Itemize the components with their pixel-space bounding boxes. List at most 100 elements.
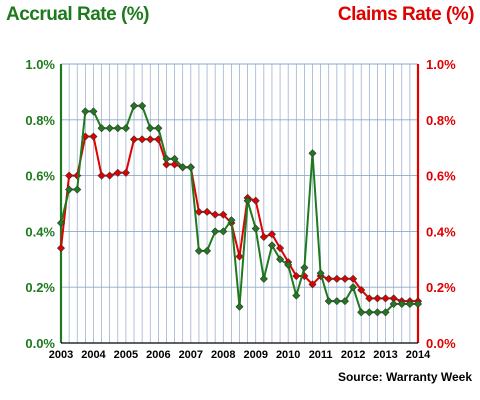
- x-tick-label: 2005: [114, 349, 138, 361]
- accrual-point: [73, 185, 82, 194]
- accrual-point: [203, 246, 212, 255]
- accrual-point: [211, 227, 220, 236]
- accrual-point: [81, 107, 90, 116]
- accrual-point: [146, 124, 155, 133]
- accrual-point: [219, 227, 228, 236]
- claims-point: [138, 135, 147, 144]
- x-tick-label: 2010: [276, 349, 300, 361]
- claims-point: [97, 171, 106, 180]
- right-tick-label: 0.8%: [426, 113, 456, 128]
- x-tick-label: 2011: [309, 349, 333, 361]
- accrual-point: [332, 297, 341, 306]
- right-tick-label: 0.6%: [426, 169, 456, 184]
- claims-point: [373, 294, 382, 303]
- source-note: Source: Warranty Week: [337, 370, 472, 384]
- x-tick-label: 2006: [146, 349, 170, 361]
- left-tick-label: 0.2%: [25, 280, 55, 295]
- accrual-point: [194, 246, 203, 255]
- accrual-point: [154, 124, 163, 133]
- claims-point: [349, 274, 358, 283]
- accrual-point: [235, 302, 244, 311]
- accrual-point: [349, 283, 358, 292]
- claims-point: [381, 294, 390, 303]
- accrual-point: [243, 196, 252, 205]
- claims-point: [259, 232, 268, 242]
- x-tick-label: 2003: [49, 349, 73, 361]
- accrual-point: [178, 163, 187, 172]
- claims-point: [324, 274, 333, 283]
- right-tick-label: 0.0%: [426, 336, 456, 351]
- chart-ticks: 0.0% 0.0% 0.2% 0.2% 0.4% 0.4% 0.6% 0.6% 0.8% 0.8%…: [25, 57, 456, 361]
- accrual-point: [105, 124, 114, 133]
- accrual-point: [292, 291, 301, 300]
- claims-point: [113, 168, 122, 177]
- accrual-point: [308, 149, 317, 158]
- accrual-point: [276, 255, 285, 264]
- claims-point: [357, 285, 366, 295]
- claims-point: [65, 171, 74, 180]
- x-tick-label: 2013: [373, 349, 397, 361]
- claims-point: [211, 210, 220, 219]
- accrual-point: [56, 219, 66, 228]
- accrual-point: [227, 216, 236, 225]
- claims-point: [129, 135, 139, 144]
- claims-point: [162, 160, 171, 169]
- accrual-point: [65, 185, 74, 194]
- claims-point: [308, 280, 317, 289]
- accrual-point: [162, 154, 171, 163]
- chart-grid: [60, 63, 419, 344]
- accrual-point: [300, 263, 309, 272]
- accrual-point: [170, 154, 179, 163]
- accrual-point: [259, 274, 268, 283]
- left-tick-label: 1.0%: [25, 57, 55, 72]
- x-tick-label: 2004: [81, 349, 106, 361]
- accrual-point: [138, 101, 147, 110]
- claims-point: [251, 196, 260, 205]
- accrual-point: [97, 124, 106, 133]
- claims-point: [146, 135, 155, 144]
- right-axis-title: Claims Rate (%): [337, 4, 475, 25]
- accrual-point: [365, 308, 374, 317]
- accrual-point: [251, 224, 260, 233]
- right-tick-label: 1.0%: [426, 57, 456, 72]
- accrual-point: [267, 241, 276, 250]
- claims-point: [219, 210, 228, 219]
- claims-point: [292, 272, 301, 281]
- claims-point: [203, 207, 212, 216]
- claims-point: [89, 132, 98, 141]
- claims-point: [365, 294, 374, 303]
- accrual-point: [284, 260, 293, 269]
- accrual-point: [397, 299, 406, 308]
- right-tick-label: 0.4%: [426, 224, 456, 239]
- chart-series: [56, 101, 423, 317]
- claims-point: [267, 230, 276, 239]
- claims-point: [340, 274, 350, 283]
- x-tick-label: 2007: [179, 349, 203, 361]
- accrual-point: [129, 101, 139, 110]
- x-tick-label: 2012: [341, 349, 365, 361]
- left-tick-label: 0.4%: [25, 224, 55, 239]
- claims-point: [56, 244, 66, 253]
- claims-point: [105, 171, 114, 180]
- left-tick-label: 0.8%: [25, 113, 55, 128]
- left-tick-label: 0.6%: [25, 169, 55, 184]
- x-tick-label: 2008: [211, 349, 235, 361]
- accrual-point: [113, 124, 122, 133]
- chart-axes: [59, 64, 420, 344]
- accrual-point: [389, 299, 398, 308]
- accrual-point: [373, 308, 382, 317]
- accrual-point: [121, 124, 130, 133]
- claims-point: [121, 168, 130, 177]
- accrual-point: [324, 297, 333, 306]
- accrual-point: [186, 163, 195, 172]
- x-tick-label: 2009: [243, 349, 267, 361]
- left-tick-label: 0.0%: [25, 336, 55, 351]
- accrual-point: [405, 299, 414, 308]
- left-axis-title: Accrual Rate (%): [6, 4, 150, 25]
- claims-point: [332, 274, 341, 283]
- accrual-point: [357, 308, 366, 317]
- accrual-point: [413, 299, 423, 308]
- accrual-point: [316, 269, 325, 278]
- right-tick-label: 0.2%: [426, 280, 456, 295]
